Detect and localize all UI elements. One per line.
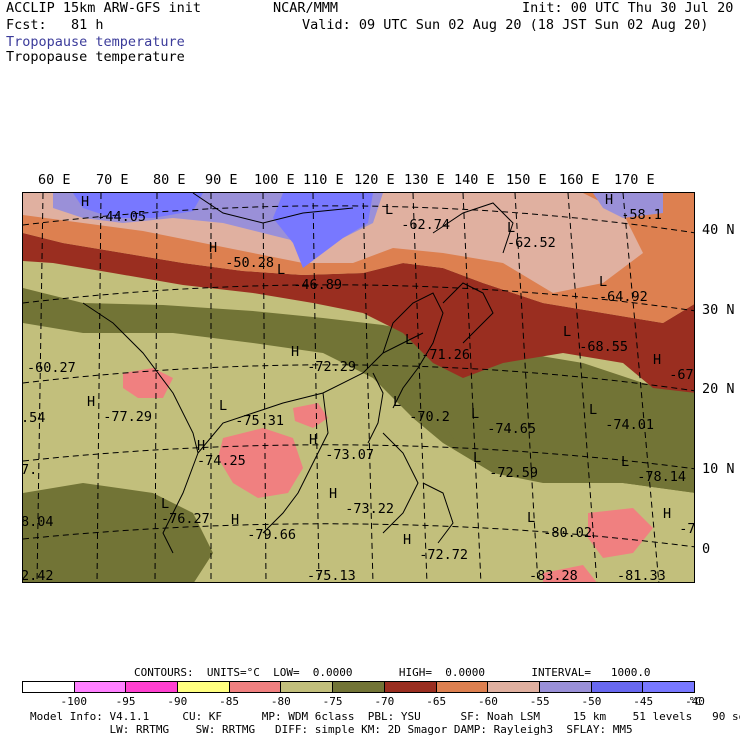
map-annotation: H -77 [663,506,695,537]
color-scale-bar [22,681,695,693]
color-scale-label: -50 [581,695,602,708]
map-annotation: -81.33 [617,568,666,583]
color-scale-swatch [74,682,127,692]
map-annotation: L -64.92 [599,274,648,305]
map-annotation: H -79.66 [231,512,297,543]
color-scale-label: -40 [685,695,705,708]
lon-label: 90 E [205,172,238,188]
lon-label: 160 E [559,172,600,188]
map-annotation: H -72.29 [291,344,357,375]
color-scale-swatch [229,682,282,692]
map-annotation: 2.42 [22,568,54,583]
map-annotation: L -74.01 [589,402,655,433]
map-annotation: L -74.65 [471,406,537,437]
lat-label: 20 N [702,381,735,397]
map-annotation: -60.27 [27,360,76,376]
color-scale-label: -90 [167,695,188,708]
map-annotation: L -78.14 [621,454,687,485]
map-annotation: H -77.29 [87,394,153,425]
color-scale-swatch [23,682,75,692]
color-scale-label: -80 [270,695,291,708]
color-scale-swatch [436,682,489,692]
map-annotation: H -44.05 [81,194,147,225]
map-annotation: 8.04 [22,514,54,530]
map-annotation: H -72.72 [403,532,469,563]
map-annotation: L -76.27 [161,496,210,527]
color-scale-label: -70 [374,695,395,708]
map-annotation: H -73.22 [329,486,395,517]
color-scale-swatch [126,682,179,692]
color-scale-label: -65 [426,695,447,708]
map-annotation: -83.28 [529,568,578,583]
init-time: Init: 00 UTC Thu 30 Jul 20 [522,0,734,16]
map-annotation: L -71.26 [405,332,471,363]
color-scale-label: -85 [219,695,239,708]
map-annotation: L -75.31 [219,398,285,429]
map-annotation: .54 [22,410,46,426]
color-scale-swatch [591,682,644,692]
model-info-line-2: LW: RRTMG SW: RRTMG DIFF: simple KM: 2D … [30,723,633,736]
color-scale-swatch [384,682,437,692]
map-annotation: L -68.55 [563,324,629,355]
lon-label: 100 E [254,172,295,188]
map-annotation: H -50.28 [209,240,275,271]
color-scale-label: -95 [115,695,136,708]
color-scale-label: -75 [322,695,343,708]
map-annotation: H -58.1 [605,192,662,223]
color-scale-unit: °C [688,695,702,708]
lat-label: 10 N [702,461,735,477]
map-annotation: L -62.52 [507,220,556,251]
map-annotation: 7. [22,462,38,478]
lon-label: 120 E [354,172,395,188]
map-annotation: H -74.25 [197,438,246,469]
model-title: ACCLIP 15km ARW-GFS init [6,0,202,16]
map-annotation: L -80.02 [527,510,593,541]
valid-time: Valid: 09 UTC Sun 02 Aug 20 (18 JST Sun … [302,17,709,33]
color-scale-swatch [539,682,592,692]
color-scale-swatch [281,682,334,692]
lon-label: 170 E [614,172,655,188]
color-scale-label: -55 [529,695,550,708]
map-plot-area: H -44.05 H -50.28 L -46.89 L -62.74 L -62… [22,192,695,583]
color-scale-swatch [333,682,385,692]
color-scale-swatch [488,682,540,692]
center-label: NCAR/MMM [273,0,339,16]
lat-label: 40 N [702,222,735,238]
lat-label: 30 N [702,302,735,318]
field-title-shaded: Tropopause temperature [6,34,185,50]
forecast-hour: Fcst: 81 h [6,17,104,33]
map-annotation: L -62.74 [385,202,451,233]
lat-label: 0 [702,541,711,557]
map-annotation: L -46.89 [277,262,343,293]
lon-label: 110 E [303,172,344,188]
field-title-contour: Tropopause temperature [6,49,185,65]
color-scale-swatch [643,682,694,692]
map-annotation: -75.13 [307,568,356,583]
lon-label: 70 E [96,172,129,188]
color-scale-swatch [178,682,230,692]
lon-label: 60 E [38,172,71,188]
map-annotation: L -70.2 [393,394,450,425]
lon-label: 150 E [506,172,547,188]
lon-label: 80 E [153,172,186,188]
map-annotation: H -73.07 [309,432,375,463]
map-annotation: H -67.5 [653,352,694,383]
color-scale-label: -60 [477,695,498,708]
lon-label: 140 E [454,172,495,188]
color-scale-label: -100 [60,695,88,708]
color-scale-label: -45 [633,695,654,708]
map-annotation: L -72.59 [473,450,539,481]
model-info-line-1: Model Info: V4.1.1 CU: KF MP: WDM 6class… [30,710,740,723]
contour-info: CONTOURS: UNITS=°C LOW= 0.0000 HIGH= 0.0… [134,666,651,679]
lon-label: 130 E [404,172,445,188]
tropopause-temperature-map [23,193,694,582]
